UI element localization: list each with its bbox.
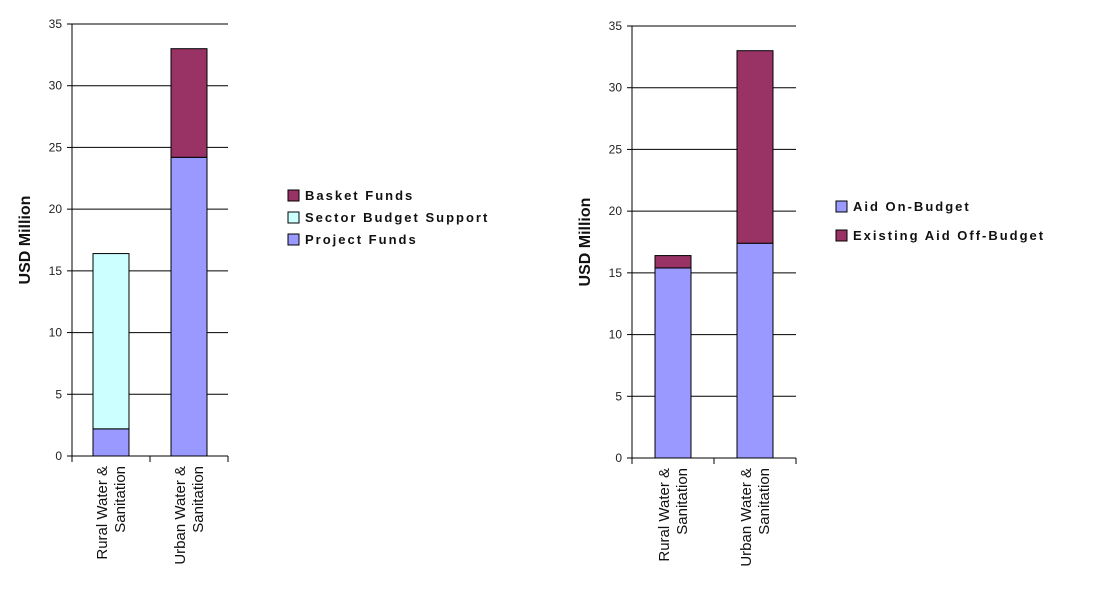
bar-segment: [736, 50, 774, 244]
category-label: Urban Water &Sanitation: [172, 466, 207, 565]
legend-swatch: [835, 229, 848, 242]
category-label-line: Urban Water &: [172, 466, 189, 565]
bar-segment: [170, 156, 208, 457]
y-tick-label: 15: [49, 264, 63, 278]
y-tick-label: 5: [55, 387, 62, 401]
category-label-line: Rural Water &: [656, 468, 673, 562]
legend: Basket Funds Sector Budget Support Project…: [287, 188, 489, 247]
bar-segment: [92, 428, 130, 457]
legend-label: Project Funds: [305, 232, 418, 247]
category-label: Rural Water &Sanitation: [656, 468, 691, 562]
y-tick-label: 35: [609, 19, 623, 33]
bar-segment: [170, 48, 208, 158]
y-tick-label: 0: [615, 451, 622, 465]
y-tick-label: 35: [49, 17, 63, 31]
category-label: Urban Water &Sanitation: [738, 468, 773, 567]
y-axis-label: USD Million: [577, 198, 594, 287]
category-label-line: Sanitation: [756, 468, 773, 535]
bar-segment: [654, 267, 692, 459]
legend-label: Sector Budget Support: [305, 210, 489, 225]
category-label-line: Rural Water &: [94, 466, 111, 560]
category-label-line: Sanitation: [190, 466, 207, 533]
bar-segment: [92, 253, 130, 430]
y-tick-label: 25: [609, 142, 623, 156]
y-tick-label: 25: [49, 140, 63, 154]
legend-label: Basket Funds: [305, 188, 414, 203]
legend-swatch: [287, 211, 300, 224]
category-label-line: Sanitation: [674, 468, 691, 535]
legend-swatch: [287, 233, 300, 246]
y-tick-label: 15: [609, 266, 623, 280]
bar-segment: [654, 255, 692, 269]
y-tick-label: 20: [49, 202, 63, 216]
y-tick-label: 30: [49, 79, 63, 93]
category-label-line: Urban Water &: [738, 468, 755, 567]
y-tick-label: 30: [609, 81, 623, 95]
y-tick-label: 0: [55, 449, 62, 463]
y-tick-label: 5: [615, 389, 622, 403]
legend-label: Existing Aid Off-Budget: [853, 228, 1045, 243]
y-tick-label: 10: [609, 328, 623, 342]
legend: Aid On-Budget Existing Aid Off-Budget: [835, 199, 1045, 243]
y-axis-label: USD Million: [17, 196, 34, 285]
legend-swatch: [287, 189, 300, 202]
y-tick-label: 10: [49, 326, 63, 340]
y-tick-label: 20: [609, 204, 623, 218]
category-label-line: Sanitation: [112, 466, 129, 533]
category-label: Rural Water &Sanitation: [94, 466, 129, 560]
bar-segment: [736, 242, 774, 459]
legend-swatch: [835, 200, 848, 213]
legend-label: Aid On-Budget: [853, 199, 971, 214]
